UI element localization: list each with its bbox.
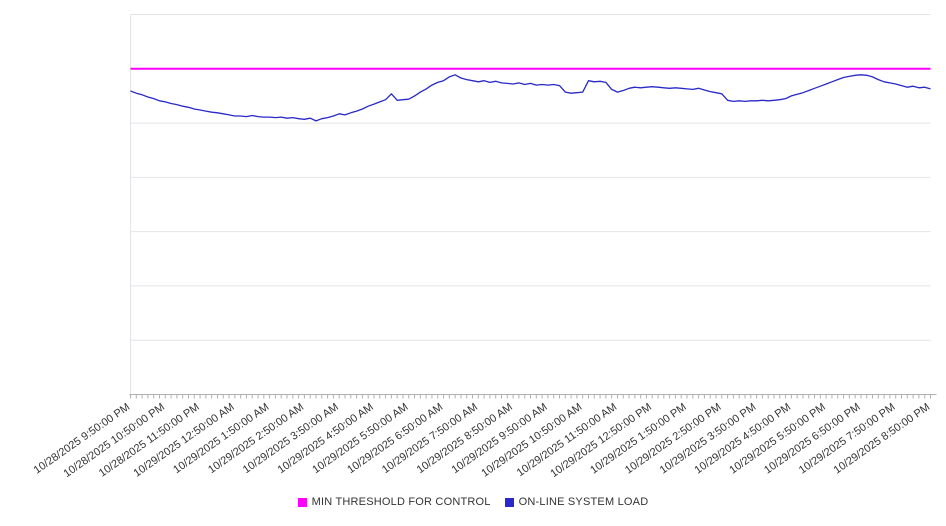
chart-legend: MIN THRESHOLD FOR CONTROL ON-LINE SYSTEM… xyxy=(0,496,946,508)
x-tick-marks xyxy=(130,394,931,399)
legend-label-min-threshold: MIN THRESHOLD FOR CONTROL xyxy=(311,496,491,508)
legend-item-system-load[interactable]: ON-LINE SYSTEM LOAD xyxy=(504,496,649,508)
min-threshold-swatch xyxy=(297,497,307,507)
system-load-swatch xyxy=(504,497,514,507)
legend-item-min-threshold[interactable]: MIN THRESHOLD FOR CONTROL xyxy=(297,496,491,508)
system-load-line xyxy=(130,74,931,122)
y-gridlines xyxy=(130,14,931,341)
legend-label-system-load: ON-LINE SYSTEM LOAD xyxy=(518,496,649,508)
